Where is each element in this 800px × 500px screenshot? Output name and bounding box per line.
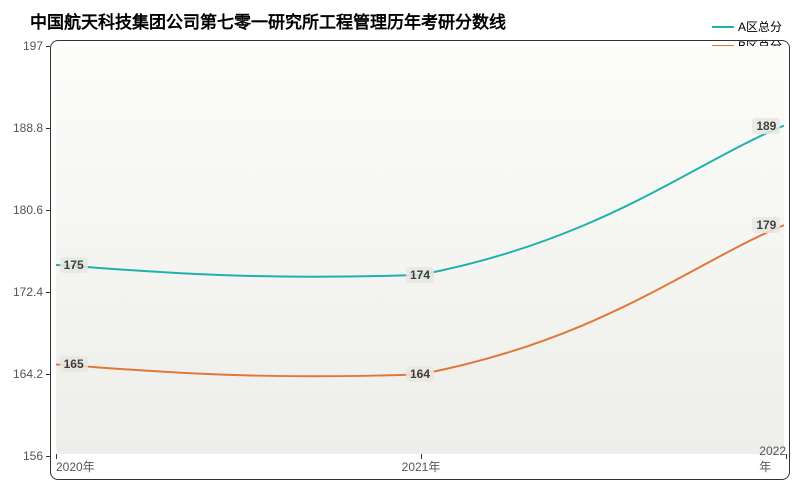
y-axis-tick-label: 172.4 — [13, 285, 43, 299]
y-axis-tick-mark — [46, 46, 50, 47]
y-axis-tick-mark — [46, 292, 50, 293]
plot-background — [56, 46, 784, 454]
x-axis-tick-label: 2021年 — [402, 458, 441, 475]
chart-title: 中国航天科技集团公司第七零一研究所工程管理历年考研分数线 — [30, 8, 506, 33]
y-axis-tick-label: 156 — [23, 449, 43, 463]
legend-label-a: A区总分 — [738, 18, 782, 35]
plot-svg — [56, 46, 784, 454]
x-axis-tick-label: 2022年 — [759, 444, 786, 475]
plot-inner: 175 174 189 165 164 179 — [56, 46, 784, 454]
legend-item-a: A区总分 — [712, 18, 782, 35]
y-axis-tick-mark — [46, 456, 50, 457]
y-axis-tick-label: 197 — [23, 39, 43, 53]
legend-swatch-a — [712, 26, 734, 28]
y-axis-tick-label: 164.2 — [13, 367, 43, 381]
data-point-label: 179 — [752, 217, 780, 233]
data-point-label: 175 — [60, 257, 88, 273]
plot-area: 175174189165164179 156164.2172.4180.6188… — [50, 40, 790, 480]
x-axis-tick-mark — [421, 454, 422, 459]
data-point-label: 165 — [60, 356, 88, 372]
x-axis-tick-label: 2020年 — [56, 458, 95, 475]
y-axis-tick-mark — [46, 374, 50, 375]
y-axis-tick-label: 188.8 — [13, 121, 43, 135]
x-axis-tick-mark — [56, 454, 57, 459]
y-axis-tick-mark — [46, 210, 50, 211]
data-point-label: 189 — [752, 118, 780, 134]
x-axis-tick-mark — [786, 454, 787, 459]
data-point-label: 164 — [406, 366, 434, 382]
data-point-label: 174 — [406, 267, 434, 283]
y-axis-tick-mark — [46, 128, 50, 129]
chart-container: 中国航天科技集团公司第七零一研究所工程管理历年考研分数线 A区总分 B区总分 — [0, 0, 800, 500]
y-axis-tick-label: 180.6 — [13, 203, 43, 217]
